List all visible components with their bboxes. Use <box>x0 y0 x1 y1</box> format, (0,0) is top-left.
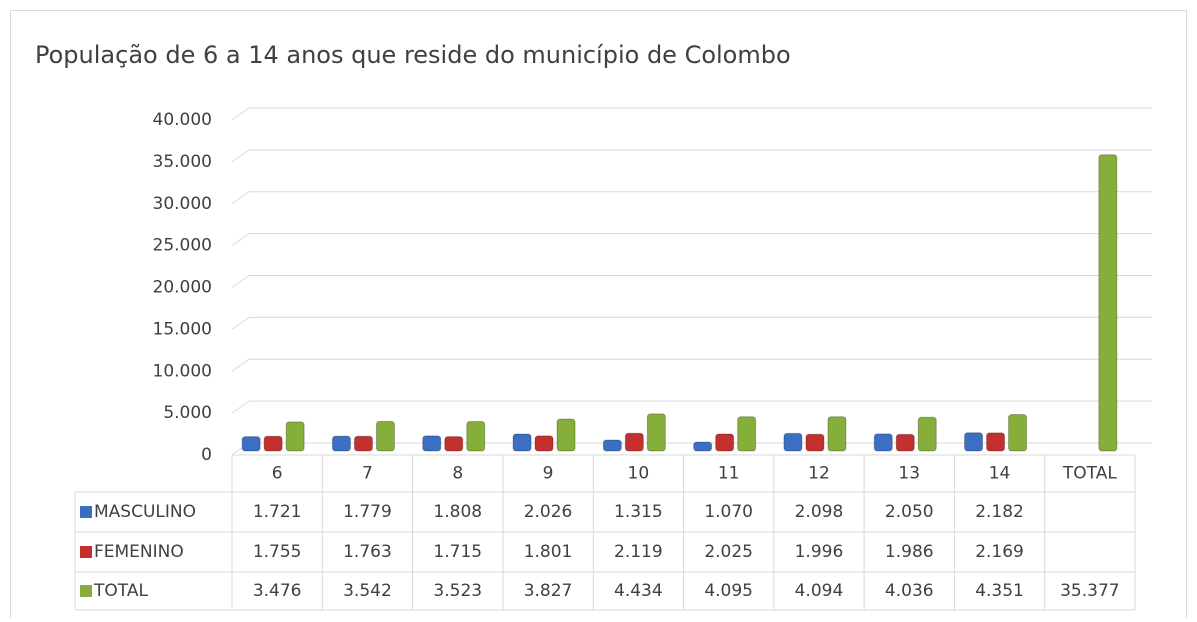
bar <box>693 441 713 452</box>
x-tick-label: 10 <box>628 464 650 484</box>
x-tick-label: 7 <box>362 464 373 484</box>
bar <box>466 420 486 452</box>
table-value: 4.095 <box>704 581 753 601</box>
y-tick-label: 10.000 <box>153 361 212 381</box>
table-value: 1.996 <box>795 542 844 562</box>
grid-line <box>231 149 1152 163</box>
bar <box>375 420 395 452</box>
table-value: 35.377 <box>1060 581 1119 601</box>
bar <box>444 436 464 452</box>
bar <box>353 435 373 452</box>
bar <box>964 432 984 452</box>
legend-label: MASCULINO <box>94 502 196 522</box>
grid-line <box>231 275 1152 288</box>
legend-key <box>80 506 92 518</box>
chart-title: População de 6 a 14 anos que reside do m… <box>35 41 791 69</box>
chart-frame <box>10 10 1187 622</box>
bar <box>512 433 532 452</box>
bar <box>263 435 283 452</box>
table-value: 2.169 <box>975 542 1024 562</box>
table-value: 1.808 <box>433 502 482 522</box>
table-value: 4.094 <box>795 581 844 601</box>
grid-line <box>231 400 1152 414</box>
legend-label: FEMENINO <box>94 542 184 562</box>
bar <box>331 435 351 452</box>
bar <box>285 421 305 452</box>
y-tick-label: 40.000 <box>153 110 212 130</box>
table-value: 2.098 <box>795 502 844 522</box>
table-value: 4.351 <box>975 581 1024 601</box>
x-tick-label: TOTAL <box>1062 464 1117 484</box>
bar <box>1008 414 1028 452</box>
bar <box>895 433 915 452</box>
legend-key <box>80 546 92 558</box>
bar <box>737 416 757 452</box>
bar <box>986 432 1006 452</box>
bar <box>534 435 554 452</box>
bar <box>422 435 442 452</box>
grid-line <box>231 191 1152 205</box>
table-value: 1.779 <box>343 502 392 522</box>
table-value: 4.036 <box>885 581 934 601</box>
table-value: 1.715 <box>433 542 482 562</box>
bar <box>241 436 261 452</box>
table-value: 1.763 <box>343 542 392 562</box>
x-tick-label: 14 <box>989 464 1011 484</box>
bar <box>1098 154 1118 452</box>
x-tick-label: 12 <box>808 464 830 484</box>
legend-label: TOTAL <box>93 581 148 601</box>
bar <box>715 433 735 452</box>
y-tick-label: 0 <box>201 445 212 465</box>
x-tick-label: 13 <box>898 464 920 484</box>
table-value: 3.542 <box>343 581 392 601</box>
bar <box>783 432 803 452</box>
bar <box>917 416 937 452</box>
table-value: 2.026 <box>524 502 573 522</box>
x-tick-label: 6 <box>272 464 283 484</box>
table-value: 3.827 <box>524 581 573 601</box>
legend-key <box>80 585 92 597</box>
table-value: 1.721 <box>253 502 302 522</box>
y-tick-label: 30.000 <box>153 194 212 214</box>
bar <box>827 416 847 452</box>
y-tick-label: 35.000 <box>153 152 212 172</box>
grid-line <box>231 316 1152 330</box>
table-value: 1.755 <box>253 542 302 562</box>
x-tick-label: 9 <box>543 464 554 484</box>
grid-line <box>231 107 1152 121</box>
table-value: 1.070 <box>704 502 753 522</box>
bar <box>602 439 622 452</box>
table-value: 3.523 <box>433 581 482 601</box>
x-tick-label: 11 <box>718 464 740 484</box>
y-tick-label: 20.000 <box>153 278 212 298</box>
x-tick-label: 8 <box>452 464 463 484</box>
bar <box>805 433 825 452</box>
y-tick-label: 15.000 <box>153 319 212 339</box>
bar <box>624 432 644 452</box>
grid-line <box>231 233 1152 247</box>
table-value: 2.182 <box>975 502 1024 522</box>
table-value: 2.050 <box>885 502 934 522</box>
table-value: 2.025 <box>704 542 753 562</box>
table-value: 1.315 <box>614 502 663 522</box>
table-value: 3.476 <box>253 581 302 601</box>
y-tick-label: 5.000 <box>163 403 212 423</box>
bar <box>646 413 666 452</box>
table-value: 4.434 <box>614 581 663 601</box>
table-value: 1.986 <box>885 542 934 562</box>
grid-line <box>231 358 1152 372</box>
table-value: 1.801 <box>524 542 573 562</box>
bar <box>873 433 893 452</box>
bar <box>556 418 576 452</box>
y-tick-label: 25.000 <box>153 236 212 256</box>
table-value: 2.119 <box>614 542 663 562</box>
